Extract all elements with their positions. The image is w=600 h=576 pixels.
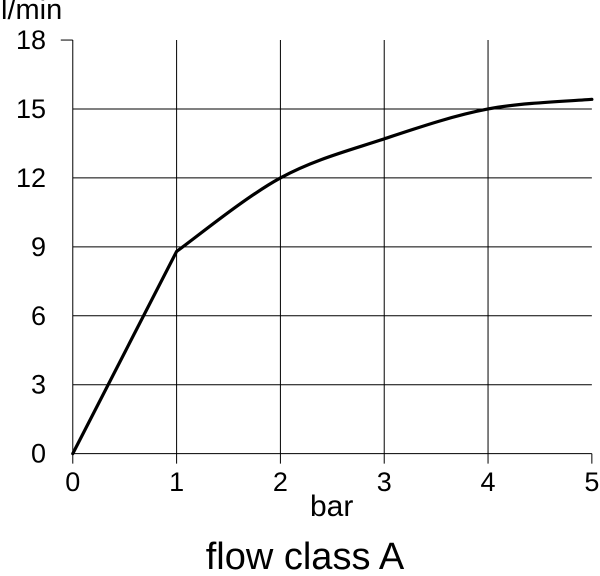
svg-text:18: 18 (16, 25, 46, 55)
svg-text:6: 6 (31, 301, 46, 331)
svg-text:12: 12 (16, 163, 46, 193)
svg-text:3: 3 (31, 370, 46, 400)
svg-text:4: 4 (481, 467, 496, 497)
svg-text:15: 15 (16, 94, 46, 124)
svg-text:9: 9 (31, 232, 46, 262)
svg-text:0: 0 (65, 467, 80, 497)
svg-text:flow class A: flow class A (206, 536, 405, 576)
svg-text:bar: bar (310, 490, 353, 523)
svg-text:2: 2 (273, 467, 288, 497)
svg-text:1: 1 (169, 467, 184, 497)
svg-text:0: 0 (31, 439, 46, 469)
svg-text:l/min: l/min (1, 0, 62, 26)
svg-text:3: 3 (377, 467, 392, 497)
svg-text:5: 5 (584, 467, 599, 497)
